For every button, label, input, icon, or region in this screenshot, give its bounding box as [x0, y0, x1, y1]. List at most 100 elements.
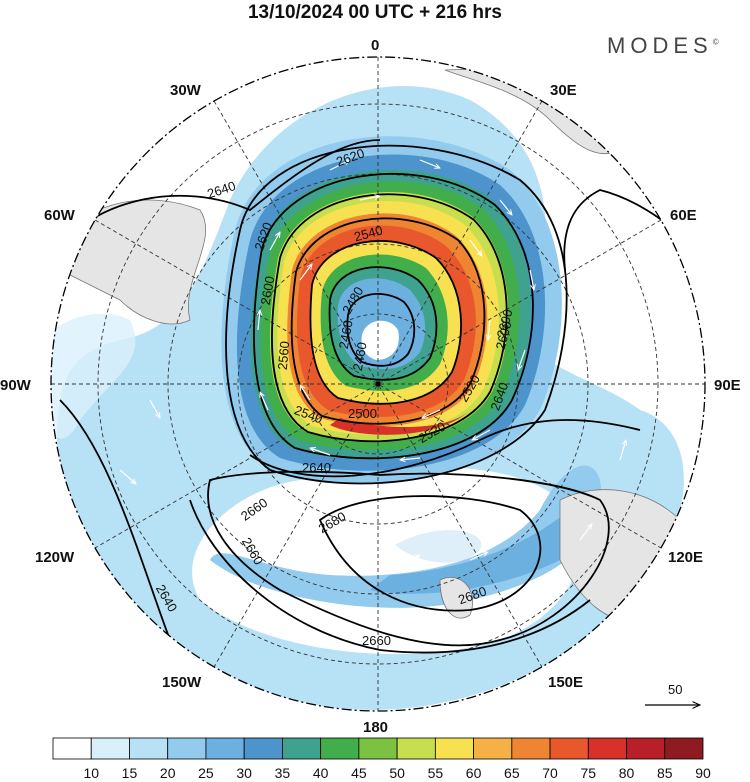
- colorbar-label: 90: [695, 765, 711, 781]
- map-title: 13/10/2024 00 UTC + 216 hrs: [247, 2, 503, 23]
- lon-label-60e: 60E: [670, 207, 697, 224]
- reference-vector: 50: [645, 682, 700, 705]
- wind-vector: [310, 448, 331, 456]
- colorbar-label: 35: [275, 765, 291, 781]
- wind-vector: [329, 159, 350, 171]
- colorbar-label: 30: [236, 765, 252, 781]
- colorbar-label: 25: [198, 765, 214, 781]
- colorbar-swatch: [434, 737, 474, 760]
- contour-2640-east: [563, 189, 705, 271]
- colorbar-swatch: [511, 737, 551, 760]
- contour-label: 2560: [275, 340, 292, 370]
- colorbar-label: 75: [581, 765, 597, 781]
- colorbar-label: 60: [466, 765, 482, 781]
- colorbar-swatch: [282, 737, 322, 760]
- colorbar-swatch: [167, 737, 207, 760]
- contour-2660-outer: [189, 499, 591, 654]
- contour-2560: [271, 193, 508, 443]
- wind-vector: [149, 399, 160, 418]
- map-field: [51, 57, 705, 711]
- contour-2640-north: [59, 139, 381, 246]
- colorbar-swatch: [90, 737, 130, 760]
- geopotential-contours: [59, 139, 705, 706]
- contour-2680: [318, 495, 542, 612]
- colorbar-label: 70: [542, 765, 558, 781]
- lon-label-180: 180: [363, 719, 388, 736]
- colorbar-label: 80: [619, 765, 635, 781]
- wind-vector: [259, 392, 269, 411]
- colorbar-label: 85: [657, 765, 673, 781]
- colorbar-swatch: [396, 737, 436, 760]
- lon-label-90e: 90E: [714, 377, 741, 394]
- lon-label-0: 0: [371, 37, 379, 54]
- wind-vector: [400, 458, 421, 460]
- colorbar-swatch: [205, 737, 245, 760]
- colorbar-label: 65: [504, 765, 520, 781]
- colorbar-swatch: [52, 737, 92, 760]
- wind-vector: [259, 539, 278, 549]
- wind-vector: [422, 409, 441, 419]
- contour-label: 2600: [493, 320, 515, 352]
- wind-vector: [499, 199, 512, 215]
- wind-vector: [472, 429, 491, 440]
- colorbar-label: 10: [83, 765, 99, 781]
- copyright-mark: ©: [712, 37, 719, 47]
- lon-label-90w: 90W: [0, 377, 32, 394]
- polar-low-center: [361, 320, 399, 360]
- lon-label-150w: 150W: [162, 674, 202, 691]
- colorbar-label: 45: [351, 765, 367, 781]
- contour-2460: [346, 293, 416, 367]
- colorbar-label: 20: [160, 765, 176, 781]
- colorbar-swatch: [243, 737, 283, 760]
- wind-vector: [519, 590, 538, 601]
- contour-2660: [207, 470, 610, 647]
- lon-label-30w: 30W: [170, 82, 202, 99]
- wind-vector: [299, 640, 320, 642]
- contour-label: 2460: [336, 319, 356, 350]
- contour-label: 2600: [494, 308, 516, 340]
- land-antarctic-peninsula: [59, 199, 206, 325]
- contour-label: 2660: [362, 633, 391, 648]
- wind-vector: [619, 440, 626, 461]
- contour-2520: [309, 240, 462, 405]
- wind-vector: [488, 319, 490, 340]
- wind-vectors: [119, 159, 626, 642]
- contour-label: 2600: [258, 275, 278, 306]
- colorbar-swatch: [587, 737, 627, 760]
- wind-vector: [518, 349, 526, 370]
- wind-vector: [299, 264, 312, 281]
- wind-vector: [579, 524, 592, 541]
- colorbar: 10 15 20 25 30 35 40 45 50 55 60 65 70 75 80 85 90: [52, 737, 711, 781]
- wind-vector: [399, 556, 420, 561]
- longitude-labels: 0 30E 60E 90E 120E 150E 180 150W 120W 90…: [0, 37, 741, 736]
- reference-vector-label: 50: [668, 682, 682, 697]
- colorbar-swatch: [664, 737, 704, 760]
- wind-vector: [469, 551, 488, 561]
- wind-vector: [559, 179, 572, 196]
- contour-2640-south: [249, 419, 641, 478]
- contour-2620-ring: [225, 144, 568, 485]
- lon-label-30e: 30E: [550, 82, 577, 99]
- lon-label-120w: 120W: [35, 549, 75, 566]
- wind-band-15: [51, 313, 136, 439]
- colorbar-swatch: [129, 737, 169, 760]
- wind-vector: [359, 196, 380, 201]
- colorbar-label: 55: [428, 765, 444, 781]
- colorbar-swatch: [473, 737, 513, 760]
- wind-vector: [469, 239, 482, 256]
- colorbar-swatch: [626, 737, 666, 760]
- brand-text: MODES: [607, 33, 713, 58]
- contour-2600: [253, 172, 534, 460]
- lon-label-120e: 120E: [668, 549, 703, 566]
- contour-2480: [328, 266, 438, 381]
- contour-label: 2460: [350, 341, 370, 372]
- colorbar-label: 50: [389, 765, 405, 781]
- wind-vector: [300, 385, 311, 401]
- lon-label-60w: 60W: [44, 207, 76, 224]
- colorbar-label: 15: [122, 765, 138, 781]
- pole-marker: [375, 381, 381, 387]
- wind-vector: [529, 269, 534, 290]
- colorbar-label: 40: [313, 765, 329, 781]
- contour-label: 2680: [316, 509, 349, 536]
